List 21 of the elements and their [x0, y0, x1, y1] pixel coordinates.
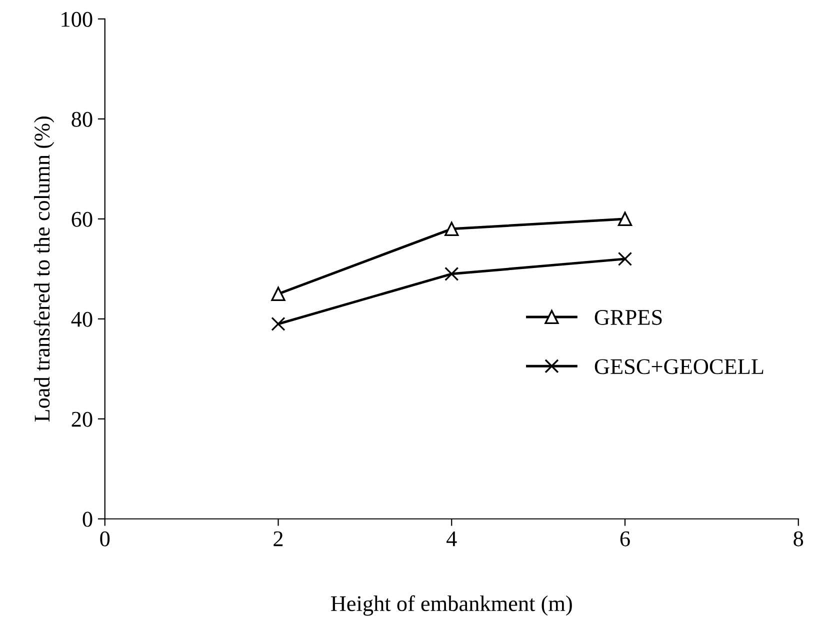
point: [444, 222, 459, 236]
point: [618, 212, 632, 226]
x-tick-label: 8: [794, 531, 804, 546]
y-tick-label: 0: [82, 512, 92, 527]
x-tick-label: 0: [100, 531, 110, 546]
y-tick-label: 20: [72, 412, 92, 427]
legend-label: GESC+GEOCELL: [594, 359, 764, 374]
x-tick-label: 6: [620, 531, 630, 546]
point: [618, 252, 632, 266]
y-axis-title: Load transfered to the column (%): [34, 116, 54, 422]
y-tick-label: 60: [72, 212, 92, 227]
y-tick-label: 100: [62, 12, 92, 27]
y-tick-label: 80: [72, 112, 92, 127]
x-tick-label: 2: [274, 531, 283, 546]
point: [271, 286, 286, 301]
x-axis-title: Height of embankment (m): [331, 595, 572, 616]
point: [444, 266, 459, 281]
y-tick-label: 40: [71, 312, 92, 327]
legend-label: GRPES: [594, 310, 662, 325]
point: [271, 316, 286, 331]
x-tick-label: 4: [446, 531, 457, 546]
